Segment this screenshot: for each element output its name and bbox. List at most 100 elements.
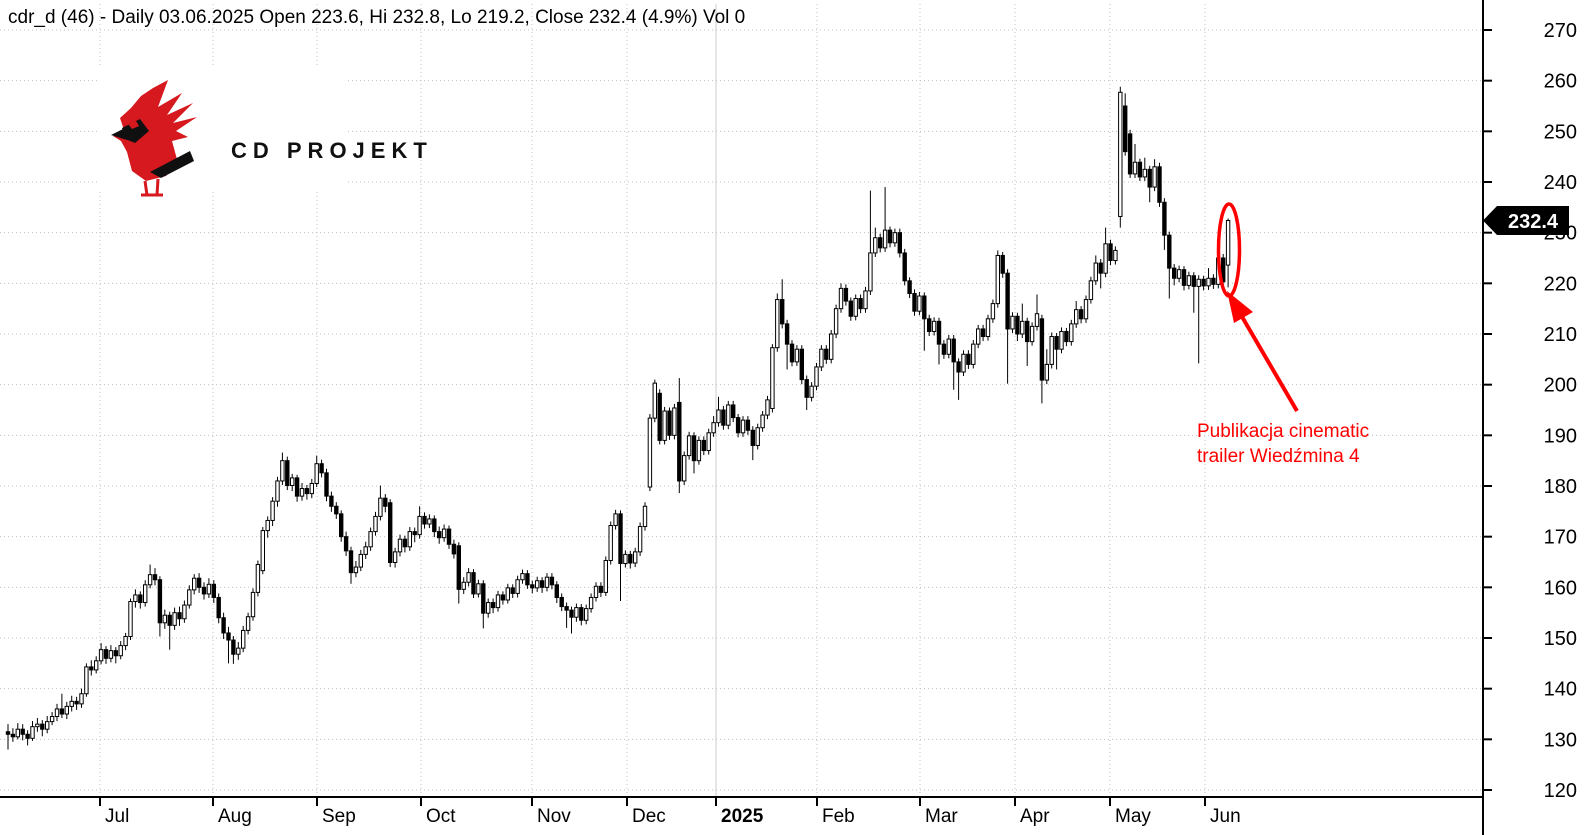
candle-up: [35, 723, 40, 728]
candle-up: [706, 432, 711, 452]
candle-up: [495, 594, 501, 609]
y-axis-label: 270: [1544, 20, 1577, 42]
candle-up: [603, 559, 608, 593]
candle-down: [539, 580, 545, 588]
candle-up: [995, 254, 1000, 305]
candle-up: [192, 577, 197, 591]
candle-down: [907, 280, 912, 294]
candle-up: [711, 422, 716, 434]
candle-up: [985, 318, 991, 338]
candle-down: [941, 343, 947, 355]
candle-up: [794, 348, 800, 363]
candle-down: [618, 513, 623, 565]
candle-down: [1000, 254, 1005, 274]
candle-down: [1201, 278, 1206, 287]
candle-up: [647, 417, 653, 488]
candle-up: [740, 419, 746, 434]
candle-up: [1069, 323, 1074, 343]
candle-down: [456, 545, 462, 590]
candle-down: [887, 229, 893, 244]
candle-up: [1186, 275, 1192, 286]
candle-down: [677, 401, 682, 482]
candle-up: [765, 399, 770, 416]
candle-down: [1108, 243, 1113, 262]
candle-down: [549, 576, 555, 586]
candle-up: [873, 237, 878, 254]
x-axis-labels: Jul Aug Sep Oct Nov Dec 2025 Feb Mar Apr May Jun: [105, 806, 1241, 827]
candle-down: [848, 300, 853, 317]
annotation-text-line2: trailer Wiedźmina 4: [1197, 446, 1360, 467]
annotation-arrowhead-icon: [1227, 291, 1253, 323]
event-annotation: Publikacja cinematic trailer Wiedźmina 4: [1197, 202, 1369, 467]
candle-up: [1196, 278, 1201, 287]
candle-down: [750, 429, 755, 446]
candle-up: [588, 596, 594, 610]
candle-up: [946, 338, 951, 355]
candle-down: [1039, 318, 1045, 381]
candle-up: [775, 299, 780, 349]
candle-down: [628, 553, 633, 564]
y-axis-label: 170: [1544, 527, 1577, 549]
candle-up: [931, 320, 937, 332]
candle-down: [343, 536, 349, 552]
candle-up: [1088, 280, 1094, 301]
candle-up: [882, 229, 888, 249]
candle-up: [30, 726, 35, 739]
candle-up: [544, 576, 550, 588]
candle-up: [1034, 313, 1040, 327]
candle-down: [157, 579, 163, 624]
last-price-tag: 232.4: [1483, 206, 1569, 235]
candle-up: [1010, 315, 1015, 330]
candle-up: [726, 404, 731, 426]
candle-down: [799, 348, 804, 381]
candle-up: [84, 666, 89, 695]
candle-up: [407, 531, 413, 548]
candle-down: [912, 292, 917, 312]
candle-up: [280, 460, 285, 482]
candle-down: [304, 488, 310, 495]
candle-down: [1015, 315, 1020, 335]
x-axis-label: Mar: [925, 806, 958, 827]
y-axis-label: 120: [1544, 780, 1577, 802]
candle-up: [863, 290, 868, 310]
candle-down: [878, 237, 883, 249]
candle-up: [49, 716, 55, 723]
candle-down: [554, 584, 559, 598]
candle-up: [760, 414, 765, 429]
candle-up: [363, 546, 368, 555]
candle-down: [490, 602, 496, 609]
candles: [5, 86, 1231, 750]
x-axis-label: Sep: [322, 806, 356, 827]
candle-up: [69, 700, 74, 707]
candle-up: [299, 488, 305, 497]
candle-up: [662, 410, 667, 441]
candle-down: [383, 497, 388, 507]
candle-up: [819, 348, 824, 368]
y-axis-label: 160: [1544, 577, 1577, 599]
candle-down: [1127, 133, 1133, 175]
candle-up: [672, 407, 677, 436]
candle-down: [701, 439, 706, 452]
cdprojekt-bird-icon: [111, 80, 197, 197]
candle-down: [1137, 161, 1143, 178]
candle-up: [755, 427, 760, 446]
candle-up: [976, 328, 981, 345]
candle-up: [265, 519, 270, 532]
candle-up: [143, 584, 148, 604]
y-axis-label: 220: [1544, 273, 1577, 295]
candle-up: [245, 616, 251, 631]
candle-down: [530, 584, 535, 589]
candle-up: [182, 604, 187, 620]
x-axis-label: Dec: [632, 806, 666, 827]
candle-up: [892, 232, 898, 244]
candle-up: [353, 566, 359, 574]
candle-up: [486, 602, 491, 614]
candle-down: [510, 587, 515, 594]
candle-down: [437, 531, 442, 539]
candle-down: [471, 572, 476, 595]
candle-down: [388, 502, 393, 564]
y-axis-label: 190: [1544, 425, 1577, 447]
candle-up: [314, 463, 319, 484]
x-axis-label: Apr: [1020, 806, 1050, 827]
candle-up: [128, 601, 133, 637]
